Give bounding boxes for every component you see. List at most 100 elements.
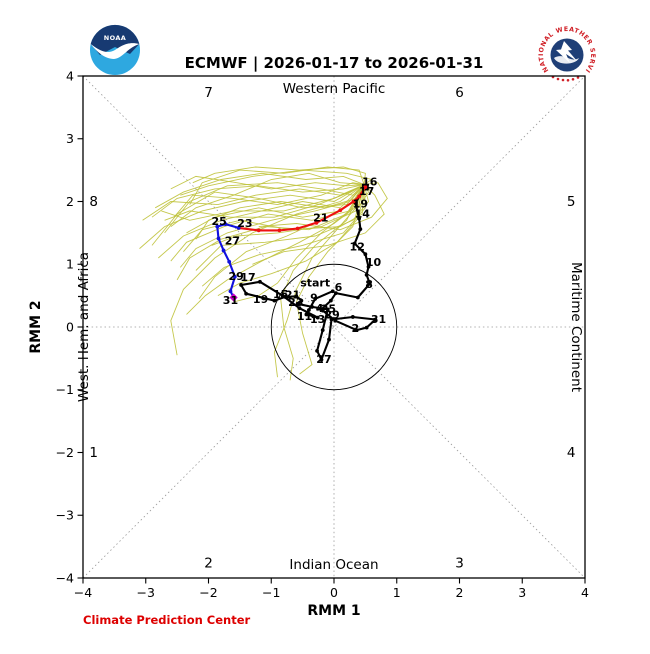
ensemble-member-line <box>295 184 365 375</box>
date-label: 27 <box>225 235 240 248</box>
y-axis-label: RMM 2 <box>28 300 44 353</box>
phase-label-6: 6 <box>455 85 464 101</box>
phase-label-7: 7 <box>204 85 213 101</box>
date-label: 8 <box>365 278 373 291</box>
date-label: 31 <box>223 294 238 307</box>
observed-point <box>307 308 311 312</box>
nws-logo: NATIONAL WEATHER SERVICE <box>0 0 600 88</box>
unit-circle <box>270 263 398 391</box>
date-label: 23 <box>288 296 303 309</box>
date-label: 27 <box>316 353 331 366</box>
observed-point <box>367 281 372 286</box>
observed-point <box>333 318 338 323</box>
y-tick-label: 0 <box>66 319 74 334</box>
observed-point <box>299 298 304 303</box>
date-label: 17 <box>359 185 374 198</box>
forecast_week2-end-marker <box>229 293 238 302</box>
unit-circle-outline <box>270 263 398 391</box>
region-label-bottom: Indian Ocean <box>289 557 378 573</box>
ensemble-member-line <box>258 182 388 231</box>
y-tick-label: −2 <box>56 445 74 460</box>
ensemble-member-line <box>170 184 365 262</box>
ensemble-member-lines <box>139 166 388 381</box>
observed-point <box>310 305 314 309</box>
x-tick-label: 0 <box>330 585 338 600</box>
phase-label-2: 2 <box>204 555 213 571</box>
ensemble-member-line <box>252 184 385 265</box>
observed-point <box>283 294 287 299</box>
y-tick-label: 1 <box>66 257 74 272</box>
ensemble-member-line <box>170 184 365 356</box>
x-tick-label: 4 <box>581 585 589 600</box>
ensemble-member-line <box>154 172 365 209</box>
observed-point <box>320 328 325 333</box>
forecast_week2-point <box>215 224 220 229</box>
observed-point <box>325 307 330 312</box>
observed-point <box>244 291 249 296</box>
date-label: 31 <box>371 313 386 326</box>
region-label-left: West. Hem. and Africa <box>76 252 92 402</box>
nws-logo-dots <box>551 75 580 82</box>
observed-point <box>319 307 324 312</box>
ensemble-member-line <box>179 184 365 268</box>
date-label: 17 <box>240 271 255 284</box>
ensemble-member-line <box>151 184 365 218</box>
x-tick-label: −3 <box>137 585 155 600</box>
date-label: 21 <box>313 211 328 224</box>
ensemble-member-line <box>186 184 365 315</box>
date-label: 4 <box>316 302 324 315</box>
observed-point <box>330 289 335 294</box>
observed-point <box>333 291 338 296</box>
page-title: ECMWF | 2026-01-17 to 2026-01-31 <box>185 54 484 73</box>
x-tick-label: −1 <box>262 585 280 600</box>
date-label: 12 <box>350 240 365 253</box>
forecast_week1-point <box>363 185 368 189</box>
observed-point <box>313 296 318 301</box>
date-label: 25 <box>321 302 336 315</box>
observed-point <box>294 294 299 299</box>
observed-point <box>363 252 368 257</box>
date-label: 2 <box>352 322 360 335</box>
observed-point <box>239 283 244 287</box>
phase-label-5: 5 <box>567 194 576 210</box>
ensemble-member-line <box>273 184 365 378</box>
forecast_week2-point <box>216 236 221 241</box>
date-label: 13 <box>310 313 325 326</box>
date-label: 14 <box>355 208 371 221</box>
forecast_week1-point <box>357 194 361 199</box>
ensemble-member-line <box>192 166 366 185</box>
observed-point <box>355 295 360 300</box>
date-label: 29 <box>228 270 243 283</box>
ensemble-member-line <box>176 184 365 281</box>
observed-point <box>329 317 334 322</box>
ensemble-member-line <box>186 184 365 234</box>
grid-lines <box>82 75 586 579</box>
y-tick-label: −1 <box>56 382 74 397</box>
y-tick-label: 3 <box>66 131 74 146</box>
y-tick-label: 4 <box>66 68 74 83</box>
observed-point <box>304 312 309 317</box>
observed-point <box>358 227 363 232</box>
date-label: 29 <box>324 309 339 322</box>
observed-point <box>327 337 331 342</box>
ensemble-member-line <box>158 184 365 259</box>
date-label: 21 <box>285 289 300 302</box>
date-label: 19 <box>353 198 368 211</box>
forecast_week2-point <box>227 259 232 264</box>
forecast_week1-point <box>338 208 343 213</box>
observed-point <box>319 357 324 362</box>
phase-label-4: 4 <box>567 445 576 461</box>
x-axis-label: RMM 1 <box>307 603 360 619</box>
credit-text: Climate Prediction Center <box>83 613 251 627</box>
forecast-lines <box>215 183 378 362</box>
date-label: 16 <box>362 176 378 189</box>
ensemble-member-line <box>201 184 366 287</box>
nws-cloud-icon <box>554 56 579 64</box>
ensemble-member-line <box>139 184 365 249</box>
observed-point <box>315 348 319 353</box>
forecast_week1-point <box>256 228 261 233</box>
date-label: start <box>300 277 330 290</box>
